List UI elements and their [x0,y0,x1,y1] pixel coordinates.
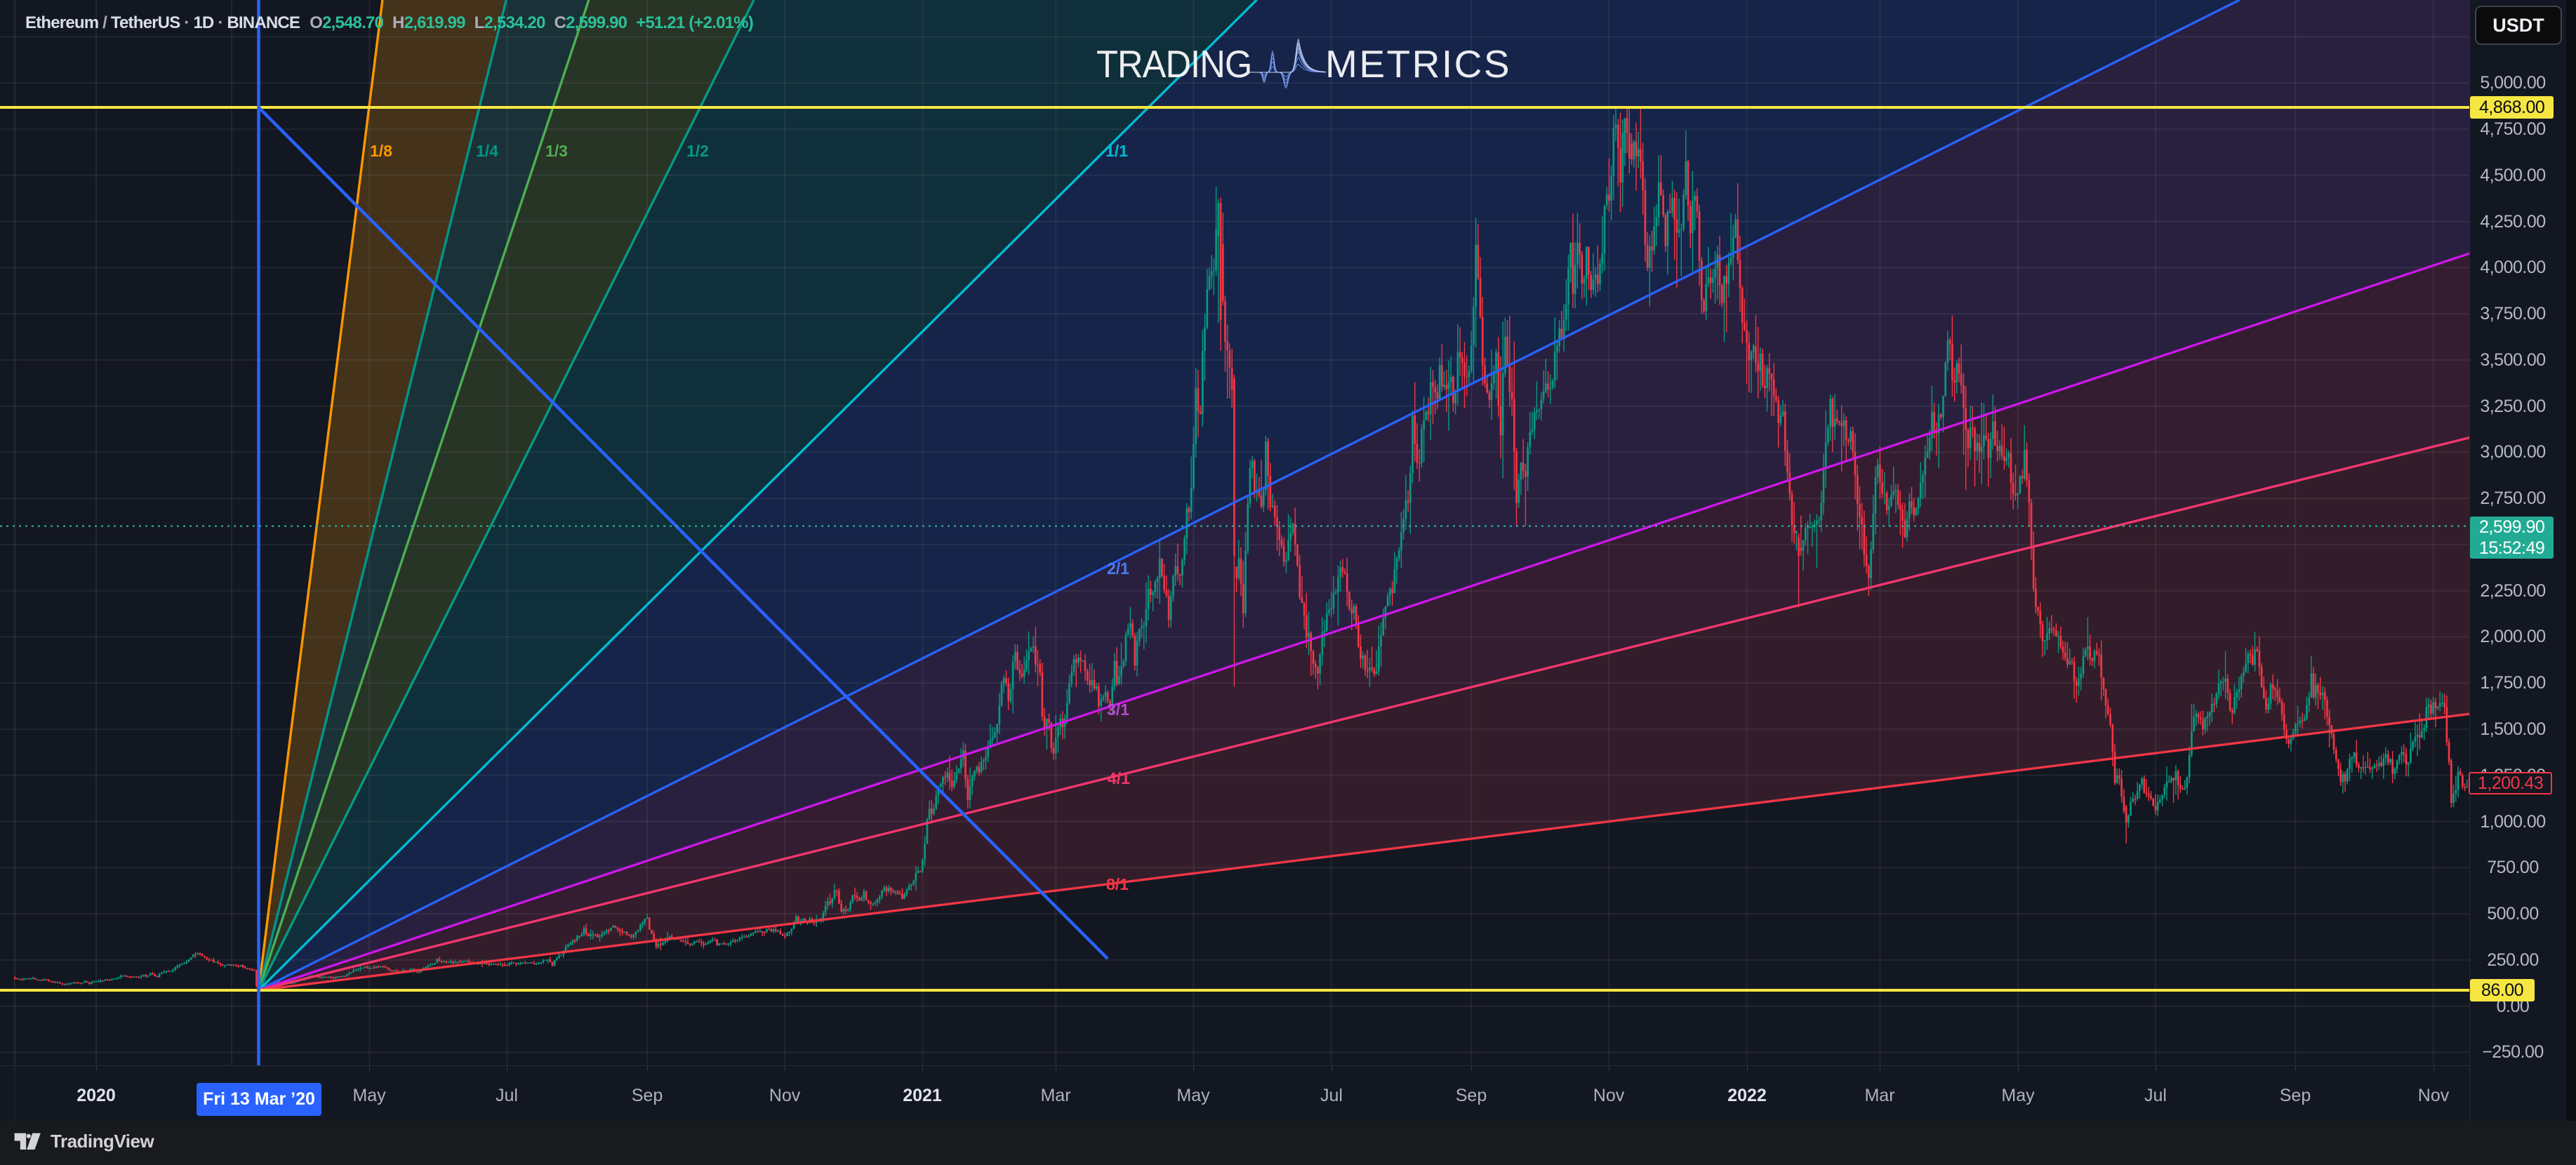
svg-text:1/3: 1/3 [545,142,568,160]
svg-text:1/1: 1/1 [1106,142,1128,160]
svg-text:4/1: 4/1 [1108,769,1130,787]
svg-text:8/1: 8/1 [1106,875,1129,893]
svg-text:2/1: 2/1 [1107,559,1129,578]
svg-text:3/1: 3/1 [1107,700,1129,719]
svg-text:1/8: 1/8 [370,142,392,160]
svg-text:1/2: 1/2 [686,142,709,160]
svg-text:1/4: 1/4 [476,142,498,160]
